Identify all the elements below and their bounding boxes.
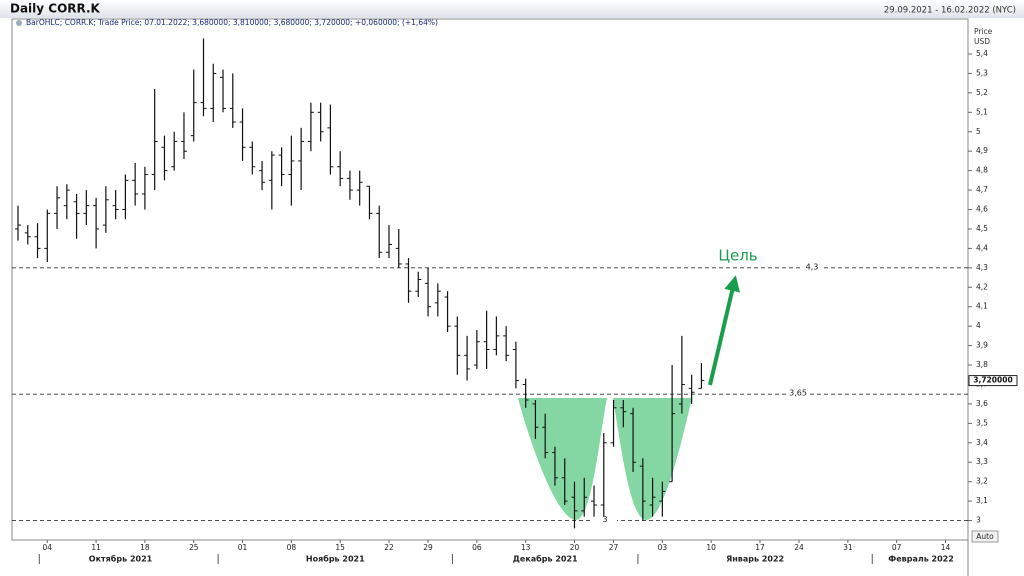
level-label-bg [593,515,617,525]
month-label: Январь 2022 [726,555,784,564]
level-label-bg [786,389,810,399]
auto-button[interactable]: Auto [971,530,999,543]
last-price-label: 3,720000 [973,376,1012,385]
y-tick-label: 4,6 [976,205,988,214]
y-tick-label: 3,1 [976,496,988,505]
y-tick-label: 3,5 [976,418,988,427]
y-tick-label: 4,1 [976,302,988,311]
y-axis-label: USD [974,37,990,46]
auto-button-box[interactable] [971,530,999,543]
x-tick-label: 25 [189,543,199,552]
y-tick-label: 3,8 [976,360,988,369]
y-tick-label: 4,7 [976,185,988,194]
y-tick-label: 4,2 [976,282,988,291]
x-tick-label: 18 [140,543,150,552]
level-label: 4,3 [806,262,819,271]
x-tick-label: 24 [794,543,804,552]
annotation: Цель [718,247,757,265]
x-tick-label: 03 [658,543,668,552]
x-tick-label: 04 [43,543,53,552]
month-label: Декабрь 2021 [513,554,578,564]
month-label: Октябрь 2021 [89,554,153,564]
y-tick-label: 3,4 [976,438,988,447]
y-tick-label: 5,4 [976,49,988,58]
x-tick-label: 31 [843,543,853,552]
x-tick-label: 06 [472,543,482,552]
y-tick-label: 3,2 [976,477,988,486]
header-bar [0,0,1024,18]
y-tick-label: 5,2 [976,88,988,97]
y-tick-label: 3,6 [976,399,988,408]
x-tick-label: 20 [570,543,580,552]
y-tick-label: 4 [976,321,981,330]
y-tick-label: 5,3 [976,68,988,77]
y-axis-label: Price [974,27,993,36]
x-tick-label: 14 [941,543,951,552]
month-label: Февраль 2022 [888,555,954,564]
y-tick-label: 3 [976,516,981,525]
level-label: 3 [602,515,607,524]
y-tick-label: 5 [976,127,981,136]
y-tick-label: 4,9 [976,146,988,155]
target-arrow [708,275,740,386]
last-price-tag [968,375,1018,387]
x-tick-label: 17 [755,543,765,552]
x-tick-label: 22 [384,543,394,552]
level-label-bg [800,262,824,272]
level-label: 3,65 [789,389,807,398]
y-tick-label: 4,4 [976,243,988,252]
x-tick-label: 29 [423,543,433,552]
x-tick-label: 01 [238,543,248,552]
y-tick-label: 3,3 [976,457,988,466]
series-icon [16,20,22,26]
y-tick-label: 4,3 [976,263,988,272]
subtitle: BarOHLC; CORR.K; Trade Price; 07.01.2022… [26,18,438,27]
y-tick-label: 4,5 [976,224,988,233]
x-tick-label: 11 [91,543,101,552]
date-range: 29.09.2021 - 16.02.2022 (NYC) [884,6,1016,16]
x-tick-label: 27 [609,543,619,552]
y-tick-label: 5,1 [976,107,988,116]
y-tick-label: 3,9 [976,341,988,350]
auto-button-label[interactable]: Auto [976,532,994,541]
x-tick-label: 15 [335,543,345,552]
month-label: Ноябрь 2021 [306,554,365,564]
x-tick-label: 07 [892,543,902,552]
x-tick-label: 13 [521,543,531,552]
x-tick-label: 08 [287,543,297,552]
chart-title: Daily CORR.K [10,2,101,16]
y-tick-label: 4,8 [976,166,988,175]
x-tick-label: 10 [706,543,716,552]
